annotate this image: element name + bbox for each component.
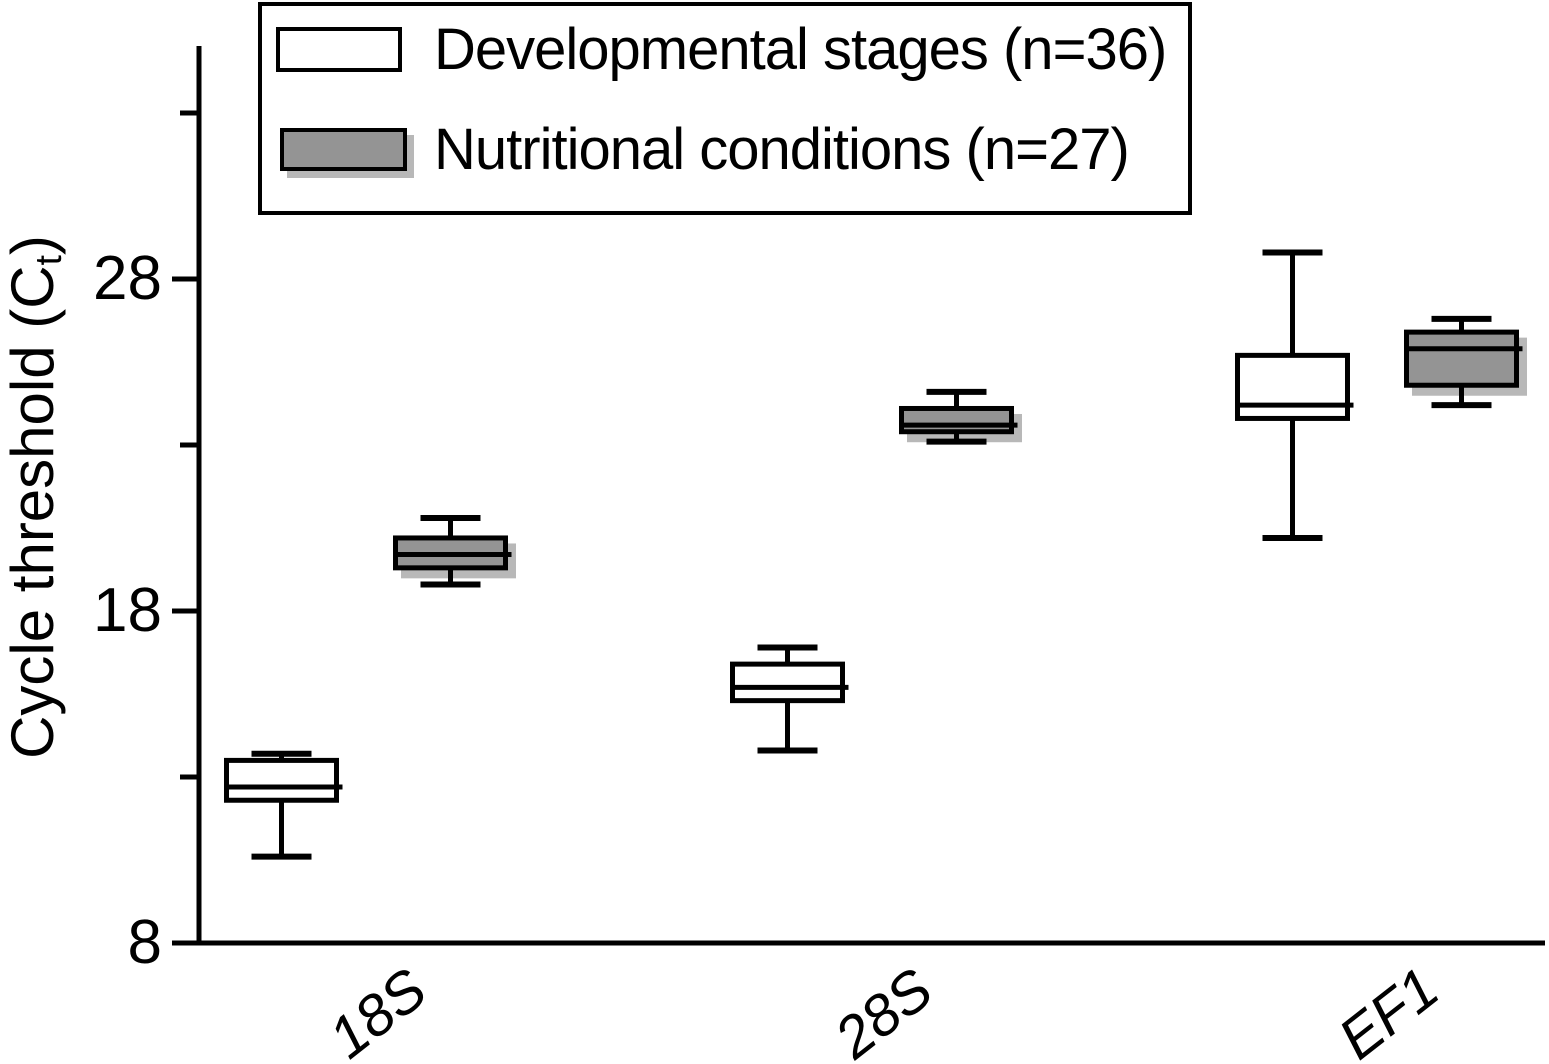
- y-axis-tick-label: 18: [93, 576, 162, 645]
- legend-label-nutritional-conditions: Nutritional conditions (n=27): [434, 117, 1130, 182]
- box-nutritional-28S: [899, 405, 1014, 435]
- legend-swatch-nutritional-conditions: [280, 128, 407, 171]
- legend: Developmental stages (n=36) Nutritional …: [258, 2, 1192, 215]
- y-axis-tick-label: 8: [127, 908, 162, 977]
- legend-label-developmental-stages: Developmental stages (n=36): [434, 17, 1167, 82]
- box-developmental-EF1: [1235, 352, 1350, 421]
- box-developmental-18S: [224, 757, 339, 803]
- legend-swatch-developmental-stages: [276, 27, 402, 72]
- y-axis-title-text: Cycle threshold (C: [0, 265, 66, 759]
- box-nutritional-EF1: [1404, 329, 1519, 388]
- box-developmental-28S: [730, 661, 845, 704]
- y-axis-title: Cycle threshold (Ct): [0, 117, 69, 877]
- y-axis-tick-label: 28: [93, 244, 162, 313]
